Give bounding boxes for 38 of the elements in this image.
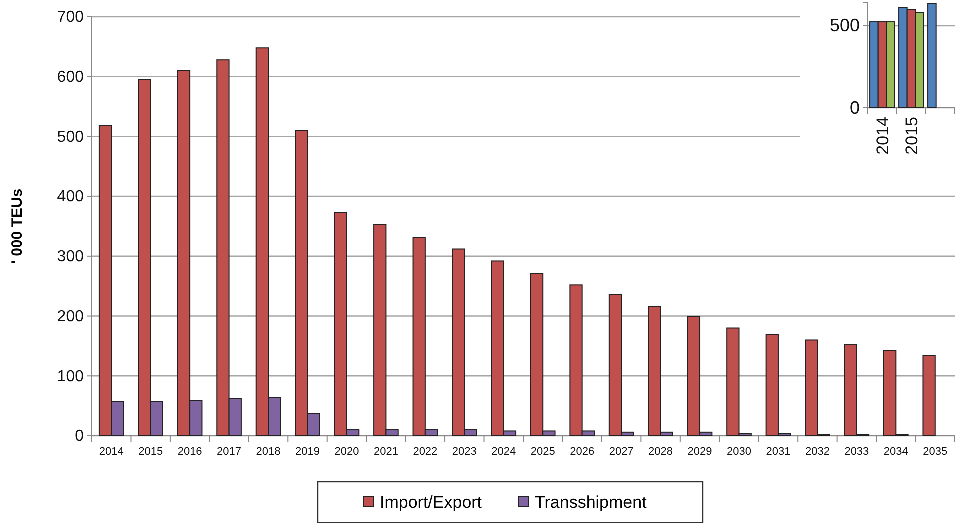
y-tick-label: 100: [57, 368, 84, 386]
y-tick-label: 600: [57, 68, 84, 86]
x-tick-label: 2016: [178, 446, 202, 458]
x-tick-label: 2034: [884, 446, 908, 458]
x-tick-label: 2032: [805, 446, 830, 458]
x-tick-label: 2019: [296, 446, 320, 458]
y-tick-label: 300: [57, 248, 84, 266]
x-tick-label: 2014: [873, 117, 892, 155]
x-tick-label: 2017: [217, 446, 242, 458]
x-tick-label: 2023: [452, 446, 477, 458]
y-tick-label: 200: [57, 308, 84, 326]
y-tick-label: 0: [75, 428, 84, 446]
y-tick-label: 500: [830, 16, 860, 36]
x-tick-label: 2020: [334, 446, 360, 458]
x-tick-label: 2029: [688, 446, 712, 458]
y-tick-label: 500: [57, 128, 84, 146]
x-tick-label: 2033: [844, 446, 870, 458]
x-tick-label: 2030: [727, 446, 752, 458]
x-tick-label: 2027: [609, 446, 634, 458]
x-tick-label: 2015: [138, 446, 164, 458]
x-tick-label: 2026: [570, 446, 595, 458]
x-tick-label: 2025: [530, 446, 556, 458]
x-tick-label: 2035: [923, 446, 948, 458]
x-tick-label: 2015: [902, 117, 922, 155]
x-tick-label: 2028: [648, 446, 674, 458]
x-tick-label: 2021: [374, 446, 398, 458]
x-tick-label: 2031: [766, 446, 791, 458]
y-tick-label: 0: [850, 98, 860, 118]
legend-label: Transshipment: [535, 493, 648, 512]
y-tick-label: 700: [57, 9, 84, 26]
legend-label: Import/Export: [380, 493, 482, 512]
x-tick-label: 2024: [492, 446, 516, 458]
x-tick-label: 2018: [256, 446, 281, 458]
x-tick-label: 2022: [413, 446, 438, 458]
y-axis-title: ' 000 TEUs: [9, 188, 26, 264]
x-tick-label: 2014: [99, 446, 124, 458]
y-tick-label: 400: [57, 188, 84, 206]
bar: [922, 355, 936, 436]
